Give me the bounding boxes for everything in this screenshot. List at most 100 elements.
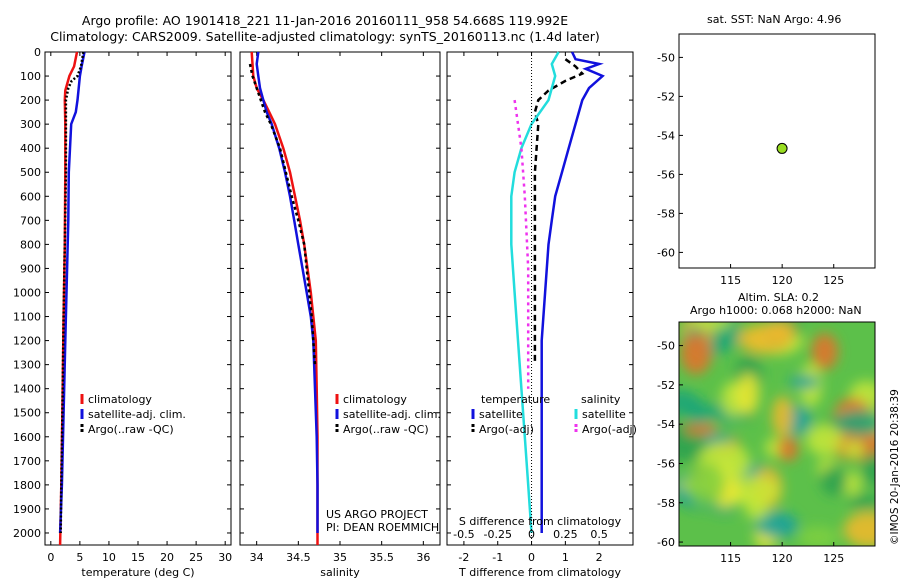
y-tick-label: -58 — [657, 497, 675, 510]
heatmap-blob — [806, 424, 844, 456]
sla-title-line1: Altim. SLA: 0.2 — [738, 291, 820, 304]
y-tick-label: -54 — [657, 418, 675, 431]
y-tick-label: 1200 — [13, 335, 41, 348]
project-line1: US ARGO PROJECT — [326, 508, 428, 521]
x-tick-label: 120 — [772, 552, 793, 565]
series-line-argo---raw--qc- — [59, 51, 85, 534]
x-tick-label: 2 — [596, 551, 603, 564]
x-tick-label: 25 — [189, 551, 203, 564]
y-tick-label: 300 — [20, 118, 41, 131]
x-tick-label: 15 — [131, 551, 145, 564]
y-tick-label: 1800 — [13, 479, 41, 492]
y-tick-label: -56 — [657, 457, 675, 470]
y-tick-label: -52 — [657, 90, 675, 103]
legend-label: climatology — [88, 393, 152, 406]
legend-label: Argo(..raw -QC) — [343, 423, 429, 436]
y-tick-label: 800 — [20, 238, 41, 251]
heatmap-blob — [685, 462, 726, 506]
series-line-satellite-adj--clim- — [255, 51, 319, 533]
y-tick-label: 1000 — [13, 286, 41, 299]
x-axis-label: salinity — [320, 566, 360, 579]
y-tick-label: 1700 — [13, 455, 41, 468]
heatmap-blob — [862, 452, 875, 487]
panel-frame-temperature — [44, 51, 232, 546]
x-tick-label: 1 — [562, 551, 569, 564]
legend-label: Argo(..raw -QC) — [88, 423, 174, 436]
legend-label: satellite — [479, 408, 523, 421]
y-tick-label: 700 — [20, 214, 41, 227]
heatmap-blob — [764, 322, 796, 339]
y-tick-label: 1300 — [13, 359, 41, 372]
x-tick-label: 35 — [333, 551, 347, 564]
secondary-x-tick-label: 0.25 — [553, 528, 578, 541]
heatmap-blob — [680, 332, 712, 375]
y-tick-label: -50 — [657, 340, 675, 353]
y-tick-label: 400 — [20, 142, 41, 155]
sla-heatmap — [679, 322, 875, 546]
heatmap-blob — [797, 526, 839, 546]
x-tick-label: 10 — [102, 551, 116, 564]
sst-title: sat. SST: NaN Argo: 4.96 — [707, 13, 842, 26]
legend-title: temperature — [481, 393, 550, 406]
secondary-x-axis-label: S difference from climatology — [459, 515, 622, 528]
secondary-x-tick-label: -0.25 — [483, 528, 511, 541]
legend-label: satellite-adj. clim. — [343, 408, 441, 421]
x-tick-label: 0 — [47, 551, 54, 564]
secondary-x-tick-label: 0.5 — [590, 528, 608, 541]
y-tick-label: 1400 — [13, 383, 41, 396]
heatmap-blob — [820, 465, 848, 496]
heatmap-blob — [834, 409, 875, 436]
heatmap-blob — [789, 374, 820, 390]
y-tick-label: -58 — [657, 207, 675, 220]
series-line-argo--adj- — [533, 58, 585, 365]
y-tick-label: 1600 — [13, 431, 41, 444]
x-axis-label: temperature (deg C) — [81, 566, 194, 579]
y-tick-label: 200 — [20, 94, 41, 107]
x-tick-label: 125 — [823, 274, 844, 287]
argo-location-marker — [776, 142, 788, 154]
x-tick-label: -2 — [458, 551, 469, 564]
heatmap-blob — [848, 494, 875, 510]
legend-label: climatology — [343, 393, 407, 406]
heatmap-blob — [684, 422, 717, 436]
x-tick-label: 35.5 — [369, 551, 394, 564]
y-tick-label: 500 — [20, 166, 41, 179]
x-tick-label: 115 — [720, 274, 741, 287]
series-line-satellite — [510, 51, 560, 534]
legend-label: Argo(-adj) — [582, 423, 637, 436]
x-tick-label: 125 — [823, 552, 844, 565]
x-tick-label: 120 — [772, 274, 793, 287]
heatmap-blob — [755, 511, 799, 539]
x-tick-label: 34 — [250, 551, 264, 564]
heatmap-blob — [811, 333, 839, 370]
x-tick-label: 34.5 — [286, 551, 311, 564]
panel-frame-salinity — [239, 51, 441, 546]
y-tick-label: 900 — [20, 262, 41, 275]
heatmap-blob — [687, 400, 713, 425]
x-tick-label: 36 — [416, 551, 430, 564]
y-tick-label: -60 — [657, 536, 675, 549]
heatmap-frame — [678, 321, 876, 547]
heatmap-blob — [777, 436, 799, 462]
heatmap-blob — [744, 496, 769, 520]
heatmap-blob — [736, 373, 760, 415]
location-map-frame — [678, 33, 876, 269]
heatmap-blob — [690, 322, 732, 330]
x-tick-label: -1 — [492, 551, 503, 564]
y-tick-label: 2000 — [13, 527, 41, 540]
heatmap-blob — [842, 471, 861, 496]
x-axis-label: T difference from climatology — [458, 566, 621, 579]
y-tick-label: 1100 — [13, 311, 41, 324]
legend-label: Argo(-adj) — [479, 423, 534, 436]
sla-title-line2: Argo h1000: 0.068 h2000: NaN — [690, 304, 862, 317]
x-tick-label: 115 — [720, 552, 741, 565]
legend-label: satellite — [582, 408, 626, 421]
series-line-argo--adj- — [513, 99, 530, 389]
y-tick-label: 0 — [34, 46, 41, 59]
heatmap-blob — [843, 511, 875, 546]
y-tick-label: 600 — [20, 190, 41, 203]
secondary-x-tick-label: 0 — [528, 528, 535, 541]
x-tick-label: 0 — [528, 551, 535, 564]
legend-label: satellite-adj. clim. — [88, 408, 186, 421]
